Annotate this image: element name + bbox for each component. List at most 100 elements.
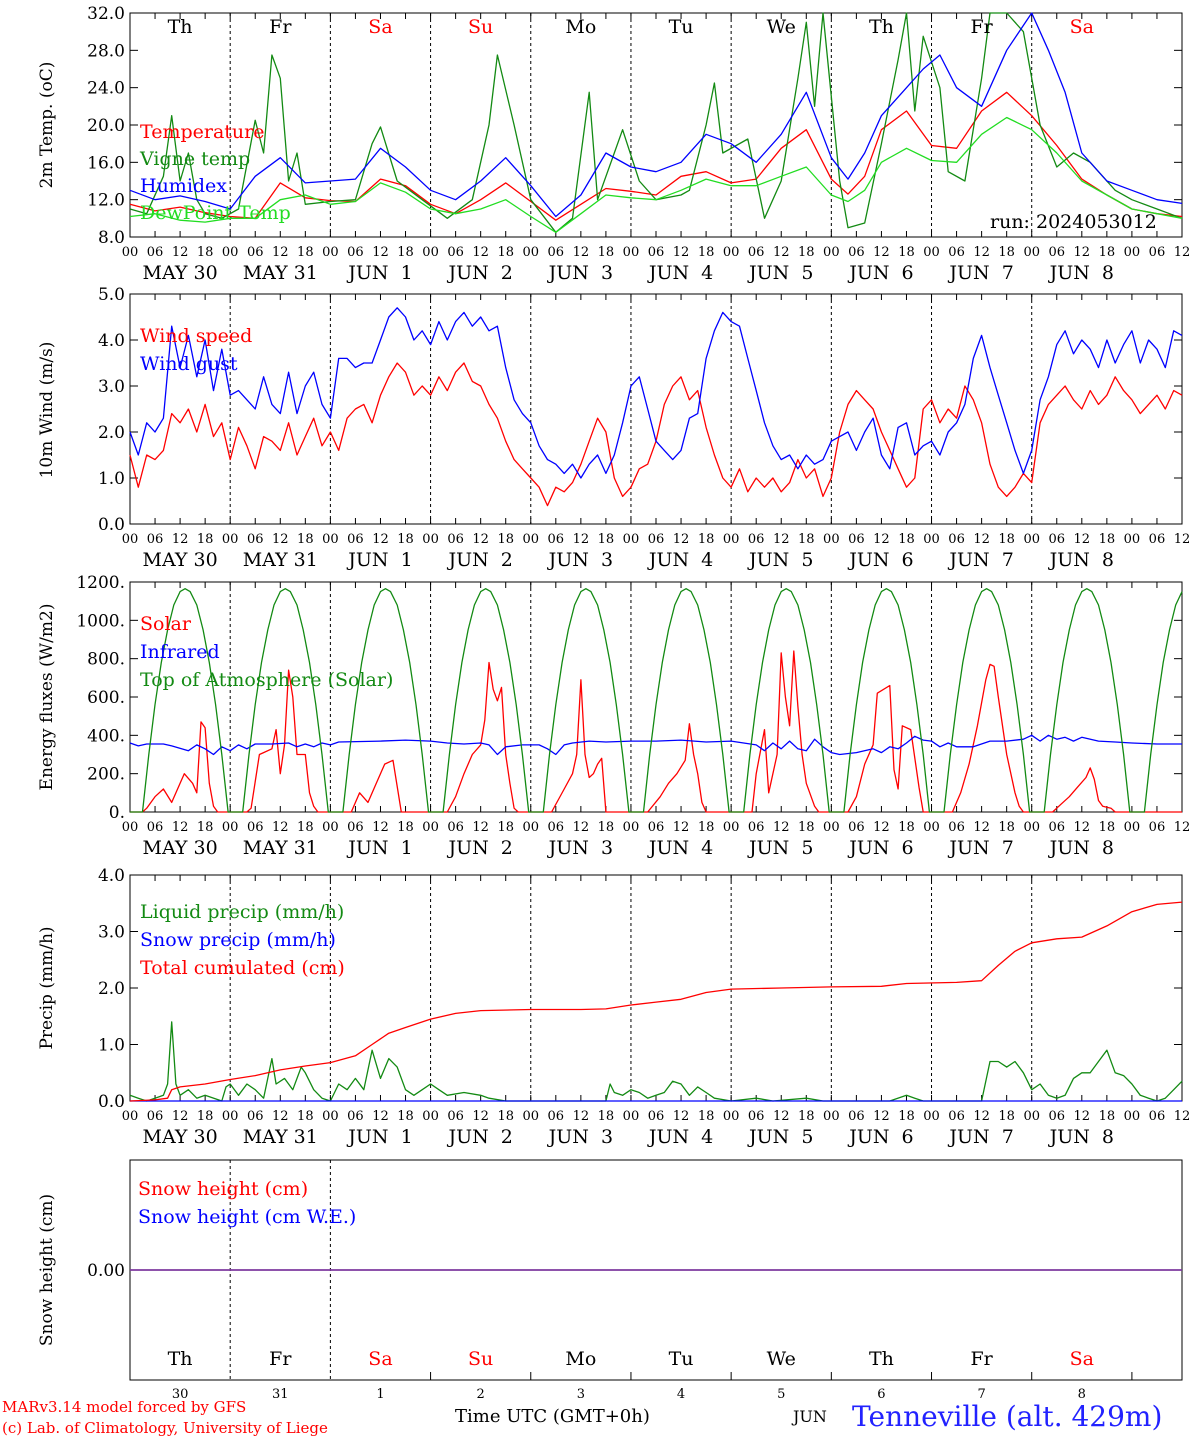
- hour-tick-label: 18: [197, 820, 214, 835]
- day-number: 31: [272, 1387, 289, 1400]
- hour-tick-label: 12: [673, 245, 690, 260]
- hour-tick-label: 06: [648, 1109, 665, 1124]
- hour-tick-label: 06: [447, 245, 464, 260]
- series-wind-gust: [129, 307, 1183, 479]
- hour-tick-label: 18: [998, 820, 1015, 835]
- hour-tick-label: 06: [1149, 532, 1166, 547]
- legend-entry: Wind speed: [140, 325, 252, 347]
- hour-tick-label: 06: [447, 532, 464, 547]
- hour-tick-label: 18: [497, 245, 514, 260]
- date-label: MAY 30: [143, 549, 218, 571]
- date-label: JUN 4: [647, 262, 713, 284]
- hour-tick-label: 00: [623, 1109, 640, 1124]
- hour-tick-label: 18: [1099, 245, 1116, 260]
- hour-tick-label: 06: [347, 532, 364, 547]
- series-dewpoint-temp: [129, 116, 1183, 233]
- y-tick-label: 2.0: [98, 423, 125, 443]
- hour-tick-label: 00: [522, 820, 539, 835]
- hour-tick-label: 00: [923, 245, 940, 260]
- weekday-top: Mo: [565, 16, 596, 38]
- hour-tick-label: 00: [322, 245, 339, 260]
- series-total-cumulated-cm: [129, 901, 1183, 1102]
- hour-tick-label: 18: [698, 1109, 715, 1124]
- weekday-top: Fr: [970, 16, 993, 38]
- hour-tick-label: 00: [723, 820, 740, 835]
- hour-tick-label: 06: [948, 532, 965, 547]
- hour-tick-label: 12: [1174, 820, 1191, 835]
- hour-tick-label: 00: [1124, 245, 1141, 260]
- date-label: JUN 7: [947, 1126, 1013, 1148]
- hour-tick-label: 12: [1174, 1109, 1191, 1124]
- plot-frame: [129, 581, 1183, 813]
- hour-tick-label: 06: [548, 1109, 565, 1124]
- hour-tick-label: 06: [247, 532, 264, 547]
- hour-tick-label: 06: [247, 1109, 264, 1124]
- legend-entry: Snow height (cm W.E.): [138, 1206, 356, 1228]
- hour-tick-label: 18: [297, 1109, 314, 1124]
- hour-tick-label: 18: [197, 532, 214, 547]
- date-label: JUN 5: [747, 837, 813, 859]
- hour-tick-label: 00: [923, 820, 940, 835]
- date-label: JUN 3: [547, 837, 613, 859]
- y-tick-label: 24.0: [87, 79, 125, 99]
- hour-tick-label: 12: [973, 1109, 990, 1124]
- day-number: 30: [172, 1387, 189, 1400]
- date-label: JUN 7: [947, 549, 1013, 571]
- hour-tick-label: 12: [573, 1109, 590, 1124]
- weekday-top: Fr: [269, 16, 292, 38]
- hour-tick-label: 18: [397, 1109, 414, 1124]
- legend-entry: Snow precip (mm/h): [140, 929, 336, 951]
- hour-tick-label: 00: [522, 532, 539, 547]
- date-label: JUN 4: [647, 837, 713, 859]
- y-tick-label: 600.: [87, 688, 125, 708]
- hour-tick-label: 18: [998, 532, 1015, 547]
- y-tick-label: 200.: [87, 765, 125, 785]
- hour-tick-label: 12: [1074, 245, 1091, 260]
- hour-tick-label: 18: [1099, 820, 1116, 835]
- date-label: JUN 2: [446, 549, 512, 571]
- hour-tick-label: 18: [898, 820, 915, 835]
- hour-tick-label: 12: [973, 820, 990, 835]
- date-label: JUN 3: [547, 1126, 613, 1148]
- date-label: JUN 6: [847, 262, 913, 284]
- date-label: JUN 1: [346, 262, 412, 284]
- hour-tick-label: 12: [1074, 532, 1091, 547]
- hour-tick-label: 00: [923, 1109, 940, 1124]
- hour-tick-label: 06: [147, 245, 164, 260]
- hour-tick-label: 12: [873, 245, 890, 260]
- hour-tick-label: 18: [698, 532, 715, 547]
- weekday-bottom: Sa: [368, 1348, 392, 1370]
- date-label: MAY 30: [143, 837, 218, 859]
- run-annotation: run: 2024053012: [990, 211, 1157, 233]
- y-tick-label: 3.0: [98, 377, 125, 397]
- hour-tick-label: 12: [673, 532, 690, 547]
- hour-tick-label: 00: [522, 245, 539, 260]
- hour-tick-label: 18: [497, 820, 514, 835]
- day-number: 8: [1078, 1387, 1086, 1400]
- hour-tick-label: 00: [623, 532, 640, 547]
- date-label: JUN 5: [747, 262, 813, 284]
- hour-tick-label: 12: [172, 820, 189, 835]
- y-tick-label: 2.0: [98, 979, 125, 999]
- hour-tick-label: 06: [347, 245, 364, 260]
- date-label: MAY 30: [143, 262, 218, 284]
- y-axis-label: Precip (mm/h): [37, 926, 57, 1049]
- panel-3: Energy fluxes (W/m2): [37, 581, 1183, 813]
- weekday-top: Th: [168, 16, 193, 38]
- date-label: JUN 7: [947, 262, 1013, 284]
- hour-tick-label: 06: [247, 245, 264, 260]
- hour-tick-label: 12: [573, 532, 590, 547]
- y-tick-label: 0.00: [87, 1261, 125, 1281]
- date-label: MAY 31: [243, 837, 318, 859]
- hour-tick-label: 00: [623, 820, 640, 835]
- hour-tick-label: 06: [648, 820, 665, 835]
- hour-tick-label: 06: [247, 820, 264, 835]
- hour-tick-label: 12: [973, 532, 990, 547]
- hour-tick-label: 18: [798, 820, 815, 835]
- hour-tick-label: 00: [823, 245, 840, 260]
- weekday-top: Sa: [368, 16, 392, 38]
- y-tick-label: 20.0: [87, 116, 125, 136]
- date-label: JUN 2: [446, 837, 512, 859]
- hour-tick-label: 18: [497, 1109, 514, 1124]
- hour-tick-label: 12: [172, 532, 189, 547]
